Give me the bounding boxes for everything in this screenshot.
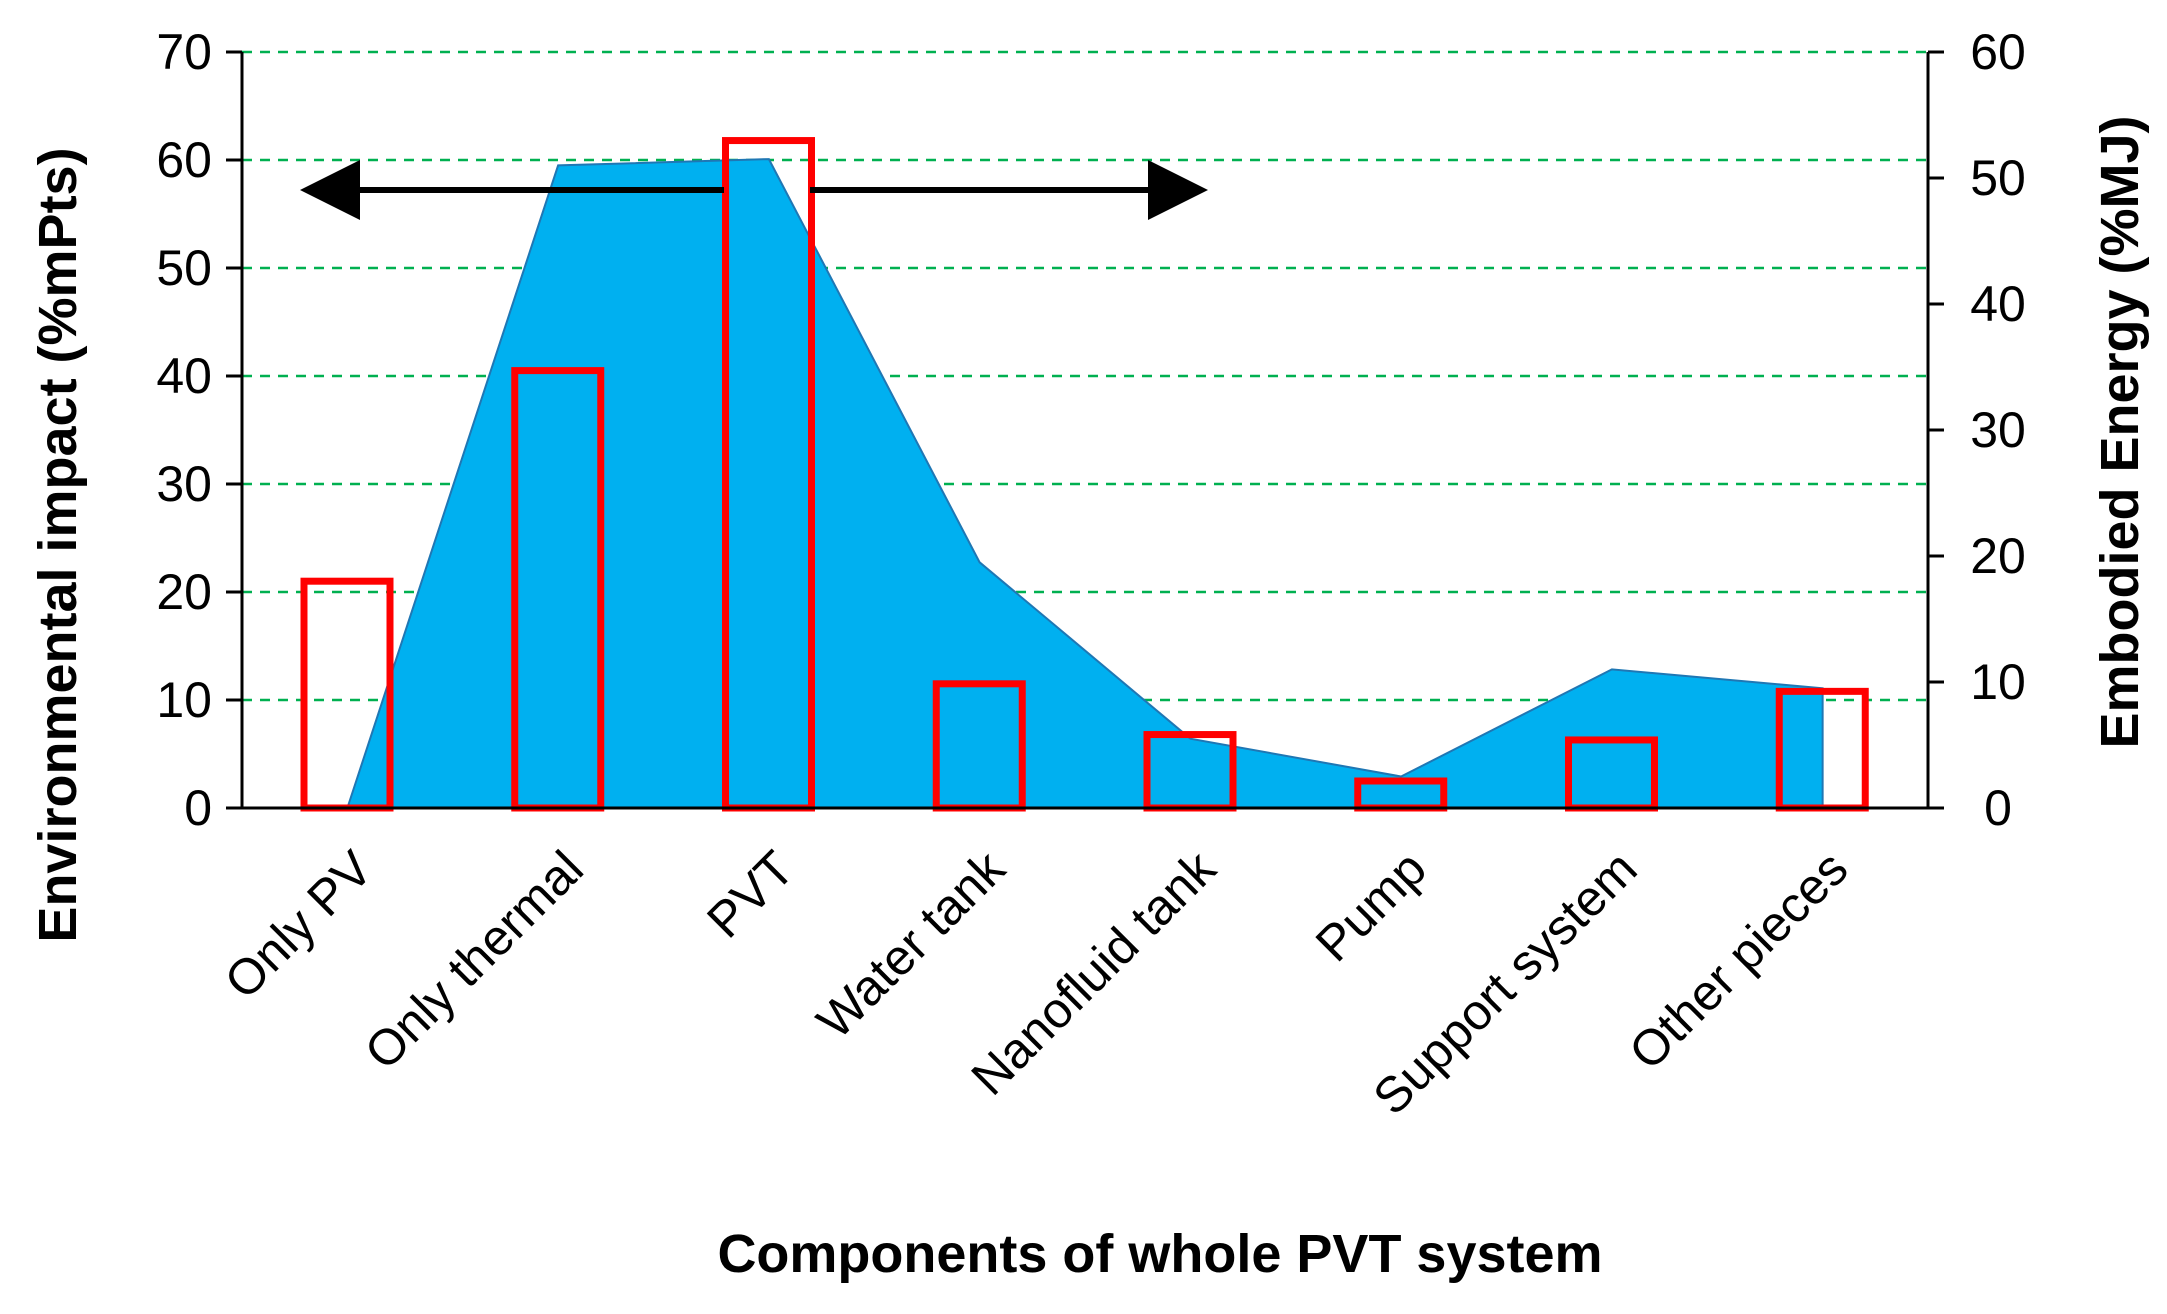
right-tick-label-0: 0 [1984,780,2012,836]
left-tick-label-50: 50 [156,240,212,296]
category-label-water-tank: Water tank [806,839,1016,1049]
x-axis-title: Components of whole PVT system [717,1224,1602,1284]
right-tick-label-10: 10 [1970,654,2026,710]
left-tick-label-0: 0 [184,780,212,836]
left-tick-label-60: 60 [156,132,212,188]
category-label-only-thermal: Only thermal [354,840,594,1080]
category-label-pump: Pump [1305,840,1437,972]
left-tick-label-30: 30 [156,456,212,512]
left-tick-label-40: 40 [156,348,212,404]
left-axis-title: Environmental impact (%mPts) [28,147,88,942]
left-tick-label-20: 20 [156,564,212,620]
category-label-only-pv: Only PV [214,840,384,1010]
left-tick-label-10: 10 [156,672,212,728]
right-axis-title: Embodied Energy (%MJ) [2090,115,2150,748]
category-label-pvt: PVT [696,840,804,948]
right-tick-label-50: 50 [1970,150,2026,206]
right-tick-label-40: 40 [1970,276,2026,332]
right-tick-label-30: 30 [1970,402,2026,458]
embodied-energy-area [345,158,1824,809]
right-tick-label-60: 60 [1970,24,2026,80]
left-tick-label-70: 70 [156,24,212,80]
embodied-energy-area-shape [345,158,1824,809]
right-tick-label-20: 20 [1970,528,2026,584]
category-label-other-pieces: Other pieces [1618,840,1858,1080]
